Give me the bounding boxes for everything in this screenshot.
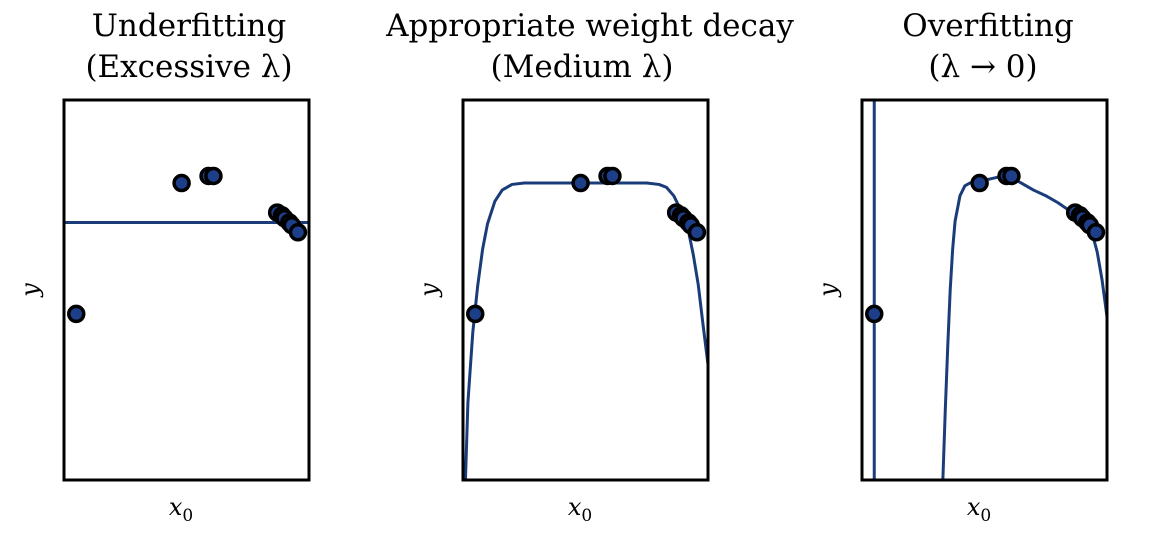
fit-curve	[463, 181, 708, 480]
data-point	[687, 223, 707, 242]
axes-frame	[62, 98, 311, 482]
y-axis-label: y	[16, 283, 44, 298]
x-axis-label: x0	[169, 493, 193, 526]
panel-appropriate-weight-decay: Appropriate weight decay (Medium λ) x0 y	[385, 8, 794, 526]
x-axis-label-main: x	[967, 493, 981, 521]
data-point	[1086, 223, 1106, 242]
panel-underfitting: Underfitting (Excessive λ) x0 y	[16, 8, 311, 526]
data-point	[204, 166, 223, 186]
y-axis-label: y	[814, 283, 842, 298]
data-point	[67, 304, 86, 324]
panel-title-line1: Overfitting	[902, 8, 1073, 44]
data-point	[288, 223, 308, 242]
panel-title-line2: (Excessive λ)	[85, 49, 292, 85]
plot-area	[463, 166, 708, 480]
data-point	[1002, 166, 1021, 186]
data-point	[970, 173, 989, 193]
data-point	[571, 173, 590, 193]
panel-title-line2: (Medium λ)	[491, 49, 674, 85]
x-axis-label: x0	[568, 493, 592, 526]
axes-frame	[461, 98, 710, 482]
data-point	[172, 173, 191, 193]
x-axis-label-subscript: 0	[581, 506, 592, 526]
panel-title-line1: Appropriate weight decay	[385, 8, 794, 44]
plot-area	[64, 166, 309, 324]
panel-title-line2: (λ → 0)	[928, 49, 1037, 85]
x-axis-label-main: x	[169, 493, 183, 521]
x-axis-label: x0	[967, 493, 991, 526]
x-axis-label-main: x	[568, 493, 582, 521]
panel-overfitting: Overfitting (λ → 0) x0 y	[814, 8, 1109, 526]
data-point	[603, 166, 622, 186]
panel-title-line1: Underfitting	[92, 8, 286, 44]
axes-frame	[860, 98, 1109, 482]
y-axis-label: y	[415, 283, 443, 298]
x-axis-label-subscript: 0	[182, 506, 193, 526]
data-point	[466, 304, 485, 324]
plot-area	[865, 100, 1107, 480]
x-axis-label-subscript: 0	[980, 506, 991, 526]
data-point	[865, 304, 884, 324]
